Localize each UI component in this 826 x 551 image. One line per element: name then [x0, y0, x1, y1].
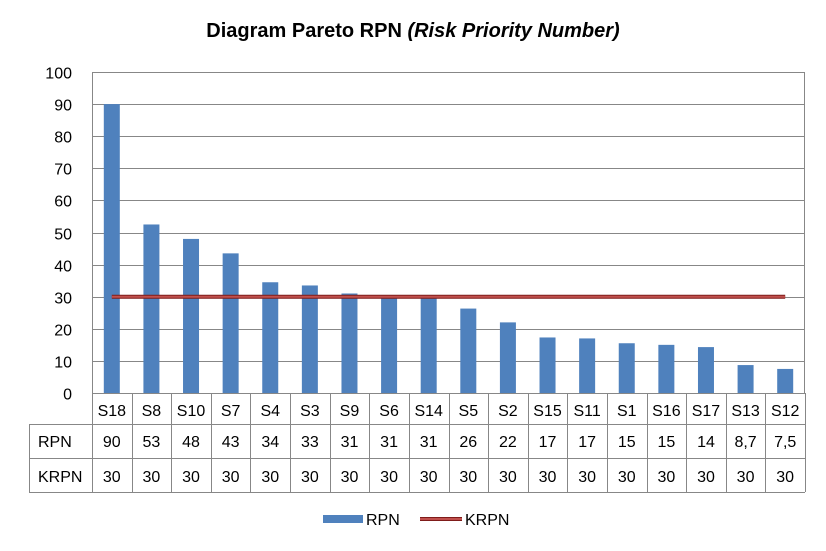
rpn-value-label: 43 [222, 434, 240, 451]
y-tick-label: 20 [54, 323, 72, 340]
category-label: S10 [177, 403, 206, 420]
krpn-value-label: 30 [459, 469, 477, 486]
rpn-bar [697, 347, 714, 393]
y-tick-label: 60 [54, 194, 72, 211]
y-tick-label: 90 [54, 98, 72, 115]
rpn-value-label: 8,7 [734, 434, 756, 451]
krpn-value-label: 30 [578, 469, 596, 486]
rpn-value-label: 15 [618, 434, 636, 451]
rpn-value-label: 15 [657, 434, 675, 451]
y-tick-label: 40 [54, 259, 72, 276]
krpn-value-label: 30 [341, 469, 359, 486]
krpn-value-label: 30 [618, 469, 636, 486]
category-label: S1 [617, 403, 637, 420]
krpn-value-label: 30 [737, 469, 755, 486]
data-table: RPN KRPN S18 90 30 S8 53 30 S10 48 30 S7 43 30 S4 34 30 S… [29, 393, 806, 493]
chart-title: Diagram Pareto RPN (Risk Priority Number… [0, 20, 826, 43]
rpn-value-label: 17 [539, 434, 557, 451]
rpn-value-label: 34 [261, 434, 279, 451]
krpn-value-label: 30 [143, 469, 161, 486]
rpn-bar [499, 322, 516, 393]
category-label: S8 [142, 403, 162, 420]
rpn-value-label: 31 [420, 434, 438, 451]
krpn-value-label: 30 [499, 469, 517, 486]
rpn-bar [737, 365, 754, 393]
category-label: S11 [573, 403, 600, 420]
y-tick-label: 30 [54, 291, 72, 308]
rpn-bar [183, 238, 200, 393]
table-row-header-rpn: RPN [38, 434, 72, 451]
category-label: S15 [533, 403, 562, 420]
rpn-bar [381, 295, 398, 393]
chart-title-italic: (Risk Priority Number) [407, 20, 620, 42]
category-label: S17 [692, 403, 721, 420]
y-tick-label: 0 [63, 387, 72, 404]
category-label: S6 [379, 403, 399, 420]
category-label: S3 [300, 403, 320, 420]
rpn-bar [539, 337, 556, 393]
rpn-bar [420, 295, 437, 393]
krpn-value-label: 30 [539, 469, 557, 486]
rpn-bar [658, 344, 675, 393]
rpn-bar [222, 253, 239, 393]
legend-rpn-label: RPN [366, 512, 400, 529]
rpn-value-label: 22 [499, 434, 517, 451]
y-tick-label: 80 [54, 130, 72, 147]
rpn-value-label: 31 [341, 434, 359, 451]
krpn-value-label: 30 [380, 469, 398, 486]
category-label: S9 [340, 403, 360, 420]
y-axis-tick-labels: 0 10 20 30 40 50 60 70 80 90 100 [45, 66, 72, 404]
krpn-value-label: 30 [420, 469, 438, 486]
legend-rpn-swatch [323, 515, 363, 523]
table-row-header-krpn: KRPN [38, 469, 82, 486]
rpn-bar [618, 343, 635, 393]
rpn-bar [143, 224, 160, 393]
krpn-value-label: 30 [222, 469, 240, 486]
rpn-value-label: 33 [301, 434, 319, 451]
rpn-value-label: 31 [380, 434, 398, 451]
rpn-value-label: 26 [459, 434, 477, 451]
rpn-bar [460, 308, 477, 393]
y-tick-label: 70 [54, 162, 72, 179]
krpn-value-label: 30 [657, 469, 675, 486]
rpn-bar [777, 368, 794, 393]
krpn-value-label: 30 [103, 469, 121, 486]
category-label: S13 [731, 403, 760, 420]
rpn-bar [301, 285, 318, 393]
chart-title-main: Diagram Pareto RPN [206, 20, 402, 42]
rpn-bar [103, 104, 120, 393]
rpn-value-label: 48 [182, 434, 200, 451]
rpn-value-label: 14 [697, 434, 715, 451]
rpn-value-label: 90 [103, 434, 121, 451]
rpn-value-label: 7,5 [774, 434, 796, 451]
y-tick-label: 100 [45, 66, 72, 83]
category-label: S2 [498, 403, 518, 420]
rpn-bars [103, 104, 794, 393]
legend-krpn-label: KRPN [465, 512, 509, 529]
krpn-value-label: 30 [776, 469, 794, 486]
category-label: S14 [414, 403, 443, 420]
krpn-value-label: 30 [697, 469, 715, 486]
krpn-value-label: 30 [182, 469, 200, 486]
category-label: S5 [459, 403, 479, 420]
y-tick-label: 50 [54, 227, 72, 244]
rpn-bar [579, 338, 596, 393]
category-label: S18 [98, 403, 127, 420]
rpn-value-label: 17 [578, 434, 596, 451]
krpn-value-label: 30 [261, 469, 279, 486]
category-label: S12 [771, 403, 800, 420]
category-label: S16 [652, 403, 681, 420]
rpn-bar [341, 293, 358, 393]
category-label: S7 [221, 403, 241, 420]
category-label: S4 [260, 403, 280, 420]
legend: RPN KRPN [323, 512, 509, 529]
rpn-value-label: 53 [143, 434, 161, 451]
rpn-bar [262, 282, 279, 393]
y-tick-label: 10 [54, 355, 72, 372]
krpn-value-label: 30 [301, 469, 319, 486]
